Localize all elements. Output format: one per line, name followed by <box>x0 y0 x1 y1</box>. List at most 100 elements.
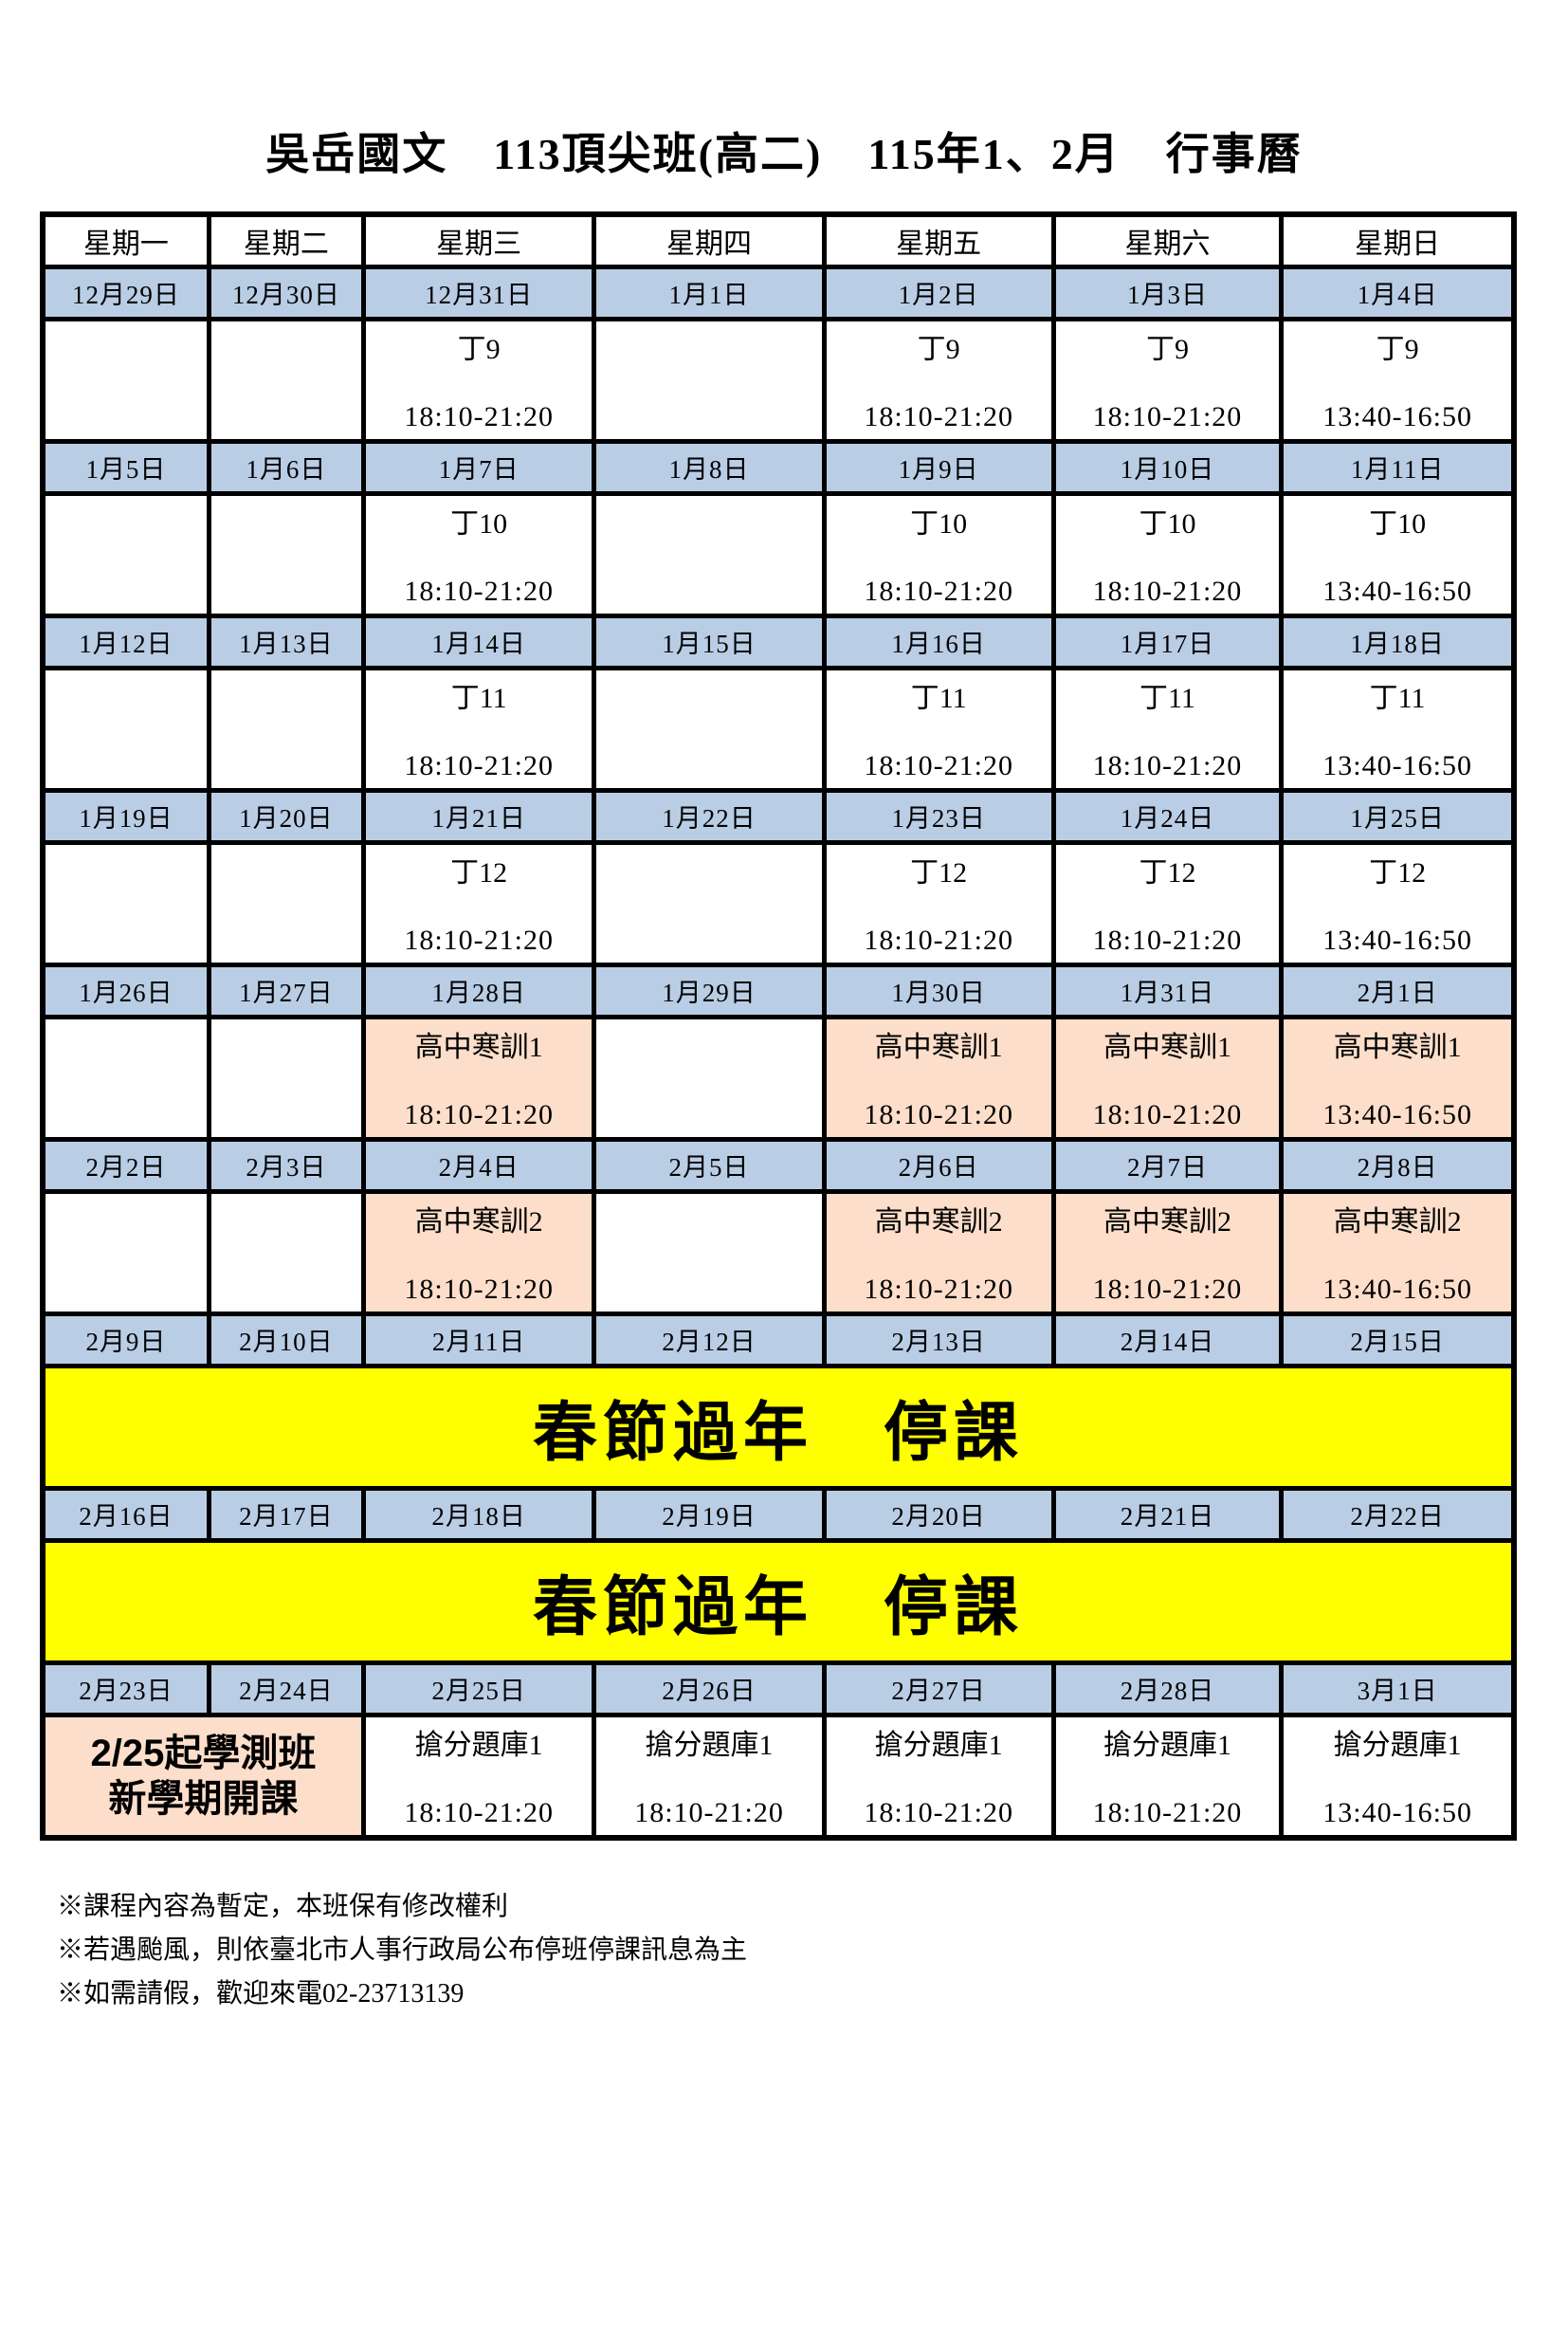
lesson-cell: 高中寒訓2 13:40-16:50 <box>1279 1188 1517 1316</box>
empty-cell <box>206 490 366 618</box>
lesson-cell: 丁9 13:40-16:50 <box>1279 316 1517 444</box>
empty-cell <box>592 1014 827 1142</box>
week-7-date-row: 2月9日 2月10日 2月11日 2月12日 2月13日 2月14日 2月15日 <box>40 1311 1517 1368</box>
lesson-time: 18:10-21:20 <box>404 400 554 432</box>
date-cell: 1月7日 <box>360 438 597 496</box>
empty-cell <box>206 839 366 967</box>
date-cell: 2月8日 <box>1279 1136 1517 1194</box>
lesson-time: 18:10-21:20 <box>1092 1796 1243 1828</box>
date-cell: 2月26日 <box>592 1660 827 1717</box>
lesson-cell: 丁11 18:10-21:20 <box>821 665 1056 793</box>
footnotes: ※課程內容為暫定，本班保有修改權利 ※若遇颱風，則依臺北市人事行政局公布停班停課… <box>57 1890 1568 2012</box>
date-cell: 2月28日 <box>1050 1660 1285 1717</box>
date-cell: 1月20日 <box>206 787 366 845</box>
lesson-label: 高中寒訓1 <box>414 1031 543 1063</box>
lesson-time: 18:10-21:20 <box>1092 1098 1243 1130</box>
lesson-label: 高中寒訓1 <box>874 1031 1003 1063</box>
week-6-date-row: 2月2日 2月3日 2月4日 2月5日 2月6日 2月7日 2月8日 <box>40 1136 1517 1194</box>
empty-cell <box>206 1014 366 1142</box>
date-cell: 1月19日 <box>40 787 211 845</box>
empty-cell <box>206 316 366 444</box>
date-cell: 2月3日 <box>206 1136 366 1194</box>
lesson-cell: 丁9 18:10-21:20 <box>821 316 1056 444</box>
lesson-cell: 高中寒訓1 18:10-21:20 <box>360 1014 597 1142</box>
lesson-time: 18:10-21:20 <box>404 575 554 607</box>
lesson-cell: 搶分題庫1 18:10-21:20 <box>360 1712 597 1841</box>
date-cell: 2月21日 <box>1050 1485 1285 1543</box>
empty-cell <box>592 490 827 618</box>
empty-cell <box>40 490 211 618</box>
lesson-cell: 搶分題庫1 18:10-21:20 <box>1050 1712 1285 1841</box>
date-cell: 2月24日 <box>206 1660 366 1717</box>
weekday-header: 星期一 <box>40 211 211 269</box>
footnote: ※課程內容為暫定，本班保有修改權利 <box>57 1891 509 1921</box>
empty-cell <box>592 1188 827 1316</box>
week-8-date-row: 2月16日 2月17日 2月18日 2月19日 2月20日 2月21日 2月22日 <box>40 1485 1517 1543</box>
lesson-time: 18:10-21:20 <box>404 1098 554 1130</box>
lesson-time: 18:10-21:20 <box>864 575 1013 607</box>
weekday-header: 星期三 <box>360 211 597 269</box>
lesson-cell: 丁12 13:40-16:50 <box>1279 839 1517 967</box>
lesson-time: 18:10-21:20 <box>1092 575 1243 607</box>
date-cell: 2月5日 <box>592 1136 827 1194</box>
lesson-label: 高中寒訓2 <box>874 1205 1003 1238</box>
date-cell: 1月17日 <box>1050 613 1285 670</box>
lesson-cell: 高中寒訓2 18:10-21:20 <box>821 1188 1056 1316</box>
week-2-content-row: 丁10 18:10-21:20 丁10 18:10-21:20 丁10 18:10-21:… <box>40 490 1517 618</box>
date-cell: 2月6日 <box>821 1136 1056 1194</box>
lesson-time: 18:10-21:20 <box>864 1098 1013 1130</box>
lesson-label: 高中寒訓2 <box>414 1205 543 1238</box>
lesson-time: 13:40-16:50 <box>1322 1796 1472 1828</box>
date-cell: 1月4日 <box>1279 264 1517 321</box>
page: { "title": "吳岳國文 113頂尖班(高二) 115年1、2月 行事曆… <box>0 130 1568 2348</box>
lesson-cell: 丁11 18:10-21:20 <box>1050 665 1285 793</box>
empty-cell <box>40 839 211 967</box>
calendar-table: 星期一 星期二 星期三 星期四 星期五 星期六 星期日 12月29日 12月30日 12月31日… <box>40 211 1517 1841</box>
lesson-time: 18:10-21:20 <box>1092 749 1243 781</box>
date-cell: 1月1日 <box>592 264 827 321</box>
date-cell: 1月11日 <box>1279 438 1517 496</box>
lesson-label: 丁11 <box>910 682 967 714</box>
date-cell: 1月21日 <box>360 787 597 845</box>
week-1-content-row: 丁9 18:10-21:20 丁9 18:10-21:20 丁9 18:10-21:20 丁… <box>40 316 1517 444</box>
lesson-cell: 丁9 18:10-21:20 <box>360 316 597 444</box>
lesson-label: 高中寒訓2 <box>1103 1205 1231 1238</box>
lesson-label: 丁12 <box>1139 856 1196 889</box>
date-cell: 1月14日 <box>360 613 597 670</box>
date-cell: 1月6日 <box>206 438 366 496</box>
lesson-label: 丁11 <box>450 682 507 714</box>
lesson-time: 18:10-21:20 <box>404 749 554 781</box>
lesson-time: 18:10-21:20 <box>864 1796 1013 1828</box>
lesson-time: 18:10-21:20 <box>864 1273 1013 1305</box>
lesson-label: 丁11 <box>1369 682 1426 714</box>
date-cell: 2月27日 <box>821 1660 1056 1717</box>
date-cell: 1月9日 <box>821 438 1056 496</box>
date-cell: 1月16日 <box>821 613 1056 670</box>
lesson-cell: 高中寒訓1 13:40-16:50 <box>1279 1014 1517 1142</box>
date-cell: 1月30日 <box>821 962 1056 1019</box>
lesson-label: 丁9 <box>1376 333 1419 365</box>
lesson-label: 搶分題庫1 <box>645 1729 774 1761</box>
empty-cell <box>40 316 211 444</box>
date-cell: 2月18日 <box>360 1485 597 1543</box>
page-title: 吳岳國文 113頂尖班(高二) 115年1、2月 行事曆 <box>265 130 1303 178</box>
date-cell: 12月29日 <box>40 264 211 321</box>
lesson-time: 13:40-16:50 <box>1322 1273 1472 1305</box>
empty-cell <box>592 665 827 793</box>
empty-cell <box>40 665 211 793</box>
date-cell: 3月1日 <box>1279 1660 1517 1717</box>
lesson-cell: 搶分題庫1 13:40-16:50 <box>1279 1712 1517 1841</box>
weekday-row: 星期一 星期二 星期三 星期四 星期五 星期六 星期日 <box>40 211 1517 269</box>
date-cell: 1月24日 <box>1050 787 1285 845</box>
lesson-cell: 搶分題庫1 18:10-21:20 <box>592 1712 827 1841</box>
lesson-time: 18:10-21:20 <box>404 1273 554 1305</box>
lesson-time: 18:10-21:20 <box>864 400 1013 432</box>
weekday-header: 星期五 <box>821 211 1056 269</box>
lesson-time: 18:10-21:20 <box>1092 1273 1243 1305</box>
lesson-time: 18:10-21:20 <box>1092 400 1243 432</box>
new-term-note-line: 2/25起學測班 <box>90 1732 317 1774</box>
date-cell: 2月16日 <box>40 1485 211 1543</box>
date-cell: 2月4日 <box>360 1136 597 1194</box>
date-cell: 1月29日 <box>592 962 827 1019</box>
lesson-time: 18:10-21:20 <box>864 924 1013 956</box>
